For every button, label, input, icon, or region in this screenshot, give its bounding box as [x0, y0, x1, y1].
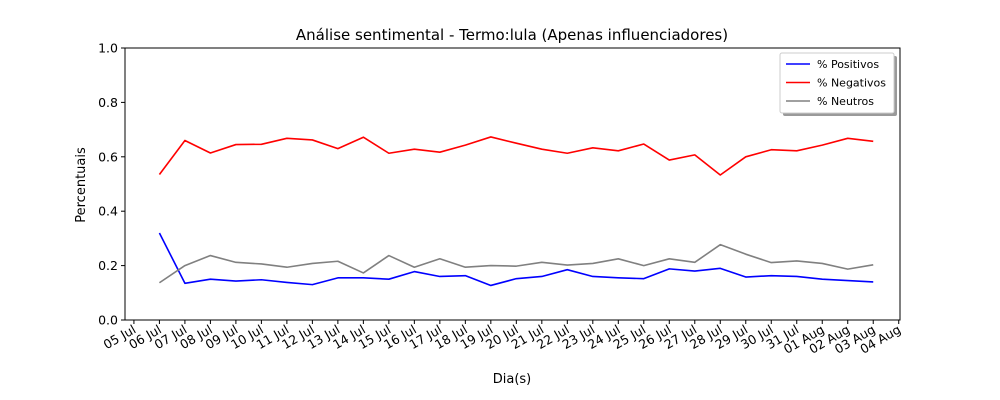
y-tick-label: 0.4 — [98, 204, 118, 219]
series-line-2 — [158, 243, 874, 284]
legend: % Positivos % Negativos % Neutros — [779, 52, 897, 116]
plot-area — [124, 47, 901, 321]
legend-label-2: % Neutros — [817, 95, 874, 108]
y-tick-label: 0.8 — [98, 95, 118, 110]
y-tick-label: 0.2 — [98, 258, 118, 273]
x-axis-label: Dia(s) — [493, 372, 532, 387]
y-tick-label: 0.0 — [98, 313, 118, 328]
chart-title: Análise sentimental - Termo:lula (Apenas… — [296, 26, 728, 44]
y-tick-label: 1.0 — [98, 41, 118, 56]
series-line-0 — [158, 232, 874, 287]
y-tick-label: 0.6 — [98, 149, 118, 164]
y-axis: 0.0 0.2 0.4 0.6 0.8 1.0 — [98, 41, 125, 328]
series-line-1 — [158, 136, 874, 176]
legend-label-1: % Negativos — [817, 77, 886, 90]
legend-box — [779, 52, 895, 114]
plot-frame — [124, 47, 901, 321]
legend-label-0: % Positivos — [817, 58, 879, 71]
y-axis-label: Percentuais — [74, 147, 89, 223]
